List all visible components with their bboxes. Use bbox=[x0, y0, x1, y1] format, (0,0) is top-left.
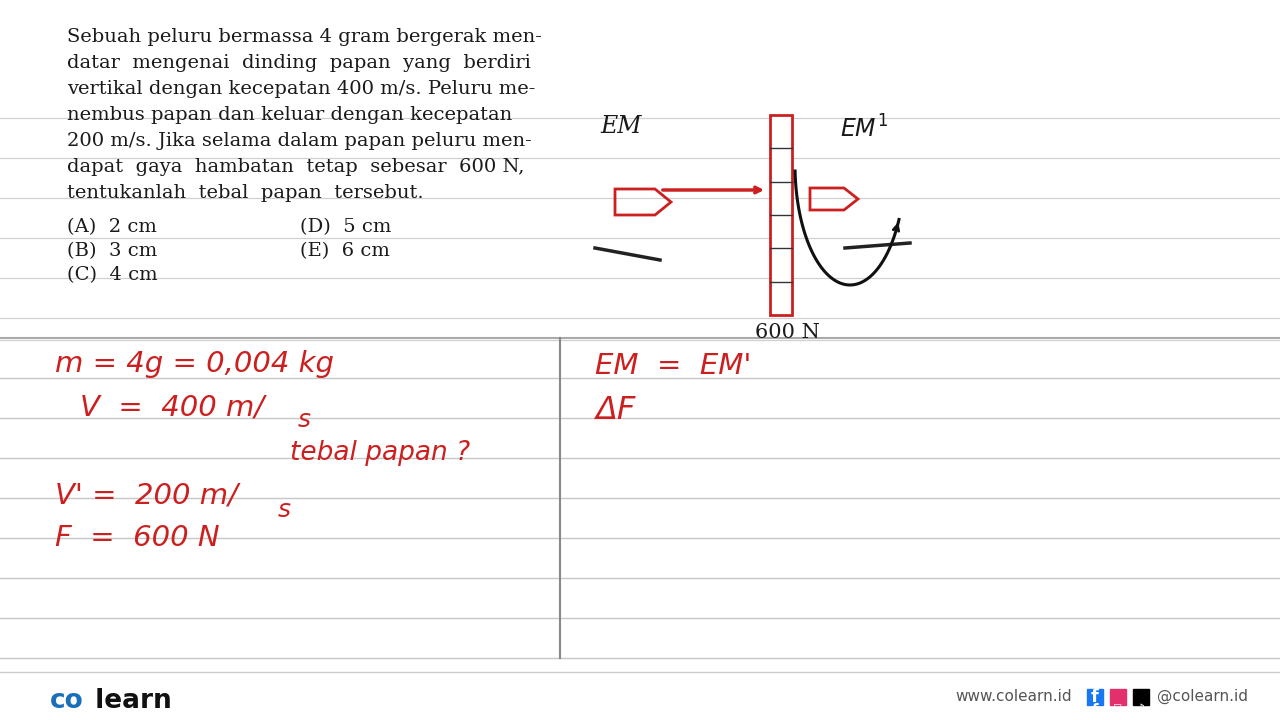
Text: V' =  200 m/: V' = 200 m/ bbox=[55, 482, 238, 510]
Text: (E)  6 cm: (E) 6 cm bbox=[300, 242, 390, 260]
Text: Sebuah peluru bermassa 4 gram bergerak men-: Sebuah peluru bermassa 4 gram bergerak m… bbox=[67, 28, 541, 46]
Text: www.colearn.id: www.colearn.id bbox=[955, 689, 1071, 704]
Text: @colearn.id: @colearn.id bbox=[1157, 689, 1248, 704]
Text: EM  =  EM': EM = EM' bbox=[595, 352, 751, 380]
Text: 200 m/s. Jika selama dalam papan peluru men-: 200 m/s. Jika selama dalam papan peluru … bbox=[67, 132, 531, 150]
Bar bbox=[771, 115, 792, 315]
Text: f: f bbox=[1092, 703, 1098, 718]
Text: m = 4g = 0,004 kg: m = 4g = 0,004 kg bbox=[55, 350, 334, 378]
Text: ♪: ♪ bbox=[1137, 703, 1146, 716]
Text: $EM^{1}$: $EM^{1}$ bbox=[840, 115, 888, 143]
Bar bbox=[1133, 689, 1149, 705]
Text: ◻: ◻ bbox=[1114, 703, 1123, 713]
Text: (B)  3 cm: (B) 3 cm bbox=[67, 242, 157, 260]
Text: s: s bbox=[278, 498, 291, 522]
Text: learn: learn bbox=[86, 688, 172, 714]
Text: (D)  5 cm: (D) 5 cm bbox=[300, 218, 392, 236]
Text: ΔF: ΔF bbox=[595, 395, 635, 426]
Text: tebal papan ?: tebal papan ? bbox=[291, 440, 470, 466]
Text: 600 N: 600 N bbox=[755, 323, 820, 342]
Text: co: co bbox=[50, 688, 83, 714]
Bar bbox=[1087, 689, 1103, 705]
Text: dapat  gaya  hambatan  tetap  sebesar  600 N,: dapat gaya hambatan tetap sebesar 600 N, bbox=[67, 158, 525, 176]
Text: vertikal dengan kecepatan 400 m/s. Peluru me-: vertikal dengan kecepatan 400 m/s. Pelur… bbox=[67, 80, 535, 98]
Text: nembus papan dan keluar dengan kecepatan: nembus papan dan keluar dengan kecepatan bbox=[67, 106, 512, 124]
Text: s: s bbox=[298, 408, 311, 432]
Text: tentukanlah  tebal  papan  tersebut.: tentukanlah tebal papan tersebut. bbox=[67, 184, 424, 202]
Text: V  =  400 m/: V = 400 m/ bbox=[79, 393, 264, 421]
Text: datar  mengenai  dinding  papan  yang  berdiri: datar mengenai dinding papan yang berdir… bbox=[67, 54, 531, 72]
Text: f: f bbox=[1091, 688, 1100, 706]
Text: F  =  600 N: F = 600 N bbox=[55, 524, 220, 552]
Text: (C)  4 cm: (C) 4 cm bbox=[67, 266, 157, 284]
Bar bbox=[1110, 689, 1126, 705]
Text: (A)  2 cm: (A) 2 cm bbox=[67, 218, 157, 236]
Text: EM: EM bbox=[600, 115, 641, 138]
